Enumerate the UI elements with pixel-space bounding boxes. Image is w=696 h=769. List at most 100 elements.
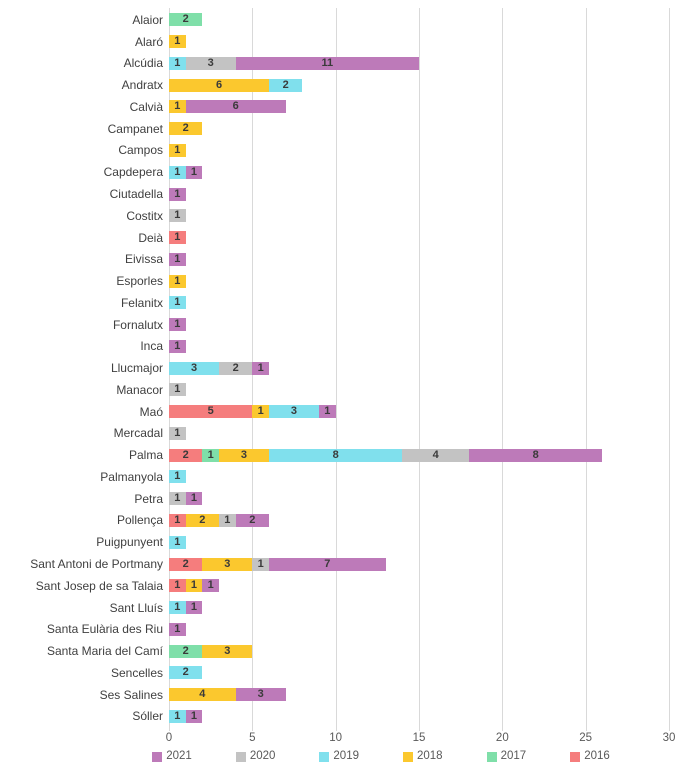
category-label: Calvià xyxy=(129,99,163,114)
segment-value-label: 2 xyxy=(232,361,239,374)
category-label: Palma xyxy=(128,448,163,463)
gridline xyxy=(585,8,587,731)
segment-value-label: 1 xyxy=(174,209,181,222)
gridline xyxy=(502,8,504,731)
bar-segment-2020: 1 xyxy=(169,209,186,223)
bar-segment-2019: 1 xyxy=(169,601,186,615)
segment-value-label: 2 xyxy=(182,122,189,135)
category-label: Maó xyxy=(139,404,163,419)
segment-value-label: 2 xyxy=(182,448,189,461)
bar-segment-2021: 1 xyxy=(185,165,203,179)
bar-segment-2018: 6 xyxy=(169,78,269,92)
bar-segment-2021: 1 xyxy=(169,252,186,266)
bar-segment-2018: 2 xyxy=(185,513,219,527)
bar-track: 1 xyxy=(169,231,696,245)
bar-segment-2021: 3 xyxy=(235,688,286,702)
segment-value-label: 3 xyxy=(207,56,214,69)
category-label: Sant Lluís xyxy=(109,600,163,615)
bar-row: Palma 2 1 3 8 4 8 xyxy=(0,444,696,466)
bar-row: Palmanyola 1 xyxy=(0,466,696,488)
x-axis: 0 5 10 15 20 25 30 xyxy=(0,732,696,747)
bar-row: Puigpunyent 1 xyxy=(0,531,696,553)
segment-value-label: 3 xyxy=(290,405,298,418)
segment-value-label: 5 xyxy=(207,405,214,418)
bar-row: Alcúdia 1 3 11 xyxy=(0,53,696,75)
bar-segment-2018: 3 xyxy=(218,448,269,462)
category-label: Costitx xyxy=(126,208,163,223)
legend-label: 2020 xyxy=(249,750,276,762)
legend-label: 2018 xyxy=(417,750,443,762)
bar-segment-2021: 1 xyxy=(202,579,219,593)
bar-track: 1 xyxy=(169,296,696,310)
legend-label: 2021 xyxy=(166,750,192,762)
category-label: Esporles xyxy=(116,274,163,289)
bar-track: 1 xyxy=(169,274,696,288)
segment-value-label: 3 xyxy=(224,644,231,657)
bar-row: Llucmajor 3 2 1 xyxy=(0,357,696,379)
bar-segment-2016: 1 xyxy=(169,513,186,527)
segment-value-label: 1 xyxy=(174,579,181,592)
bar-segment-2021: 1 xyxy=(169,318,186,332)
bar-track: 1 3 11 xyxy=(169,56,696,70)
segment-value-label: 1 xyxy=(190,579,198,592)
x-tick-label: 20 xyxy=(495,732,509,744)
bar-segment-2021: 1 xyxy=(185,709,203,723)
bar-segment-2016: 5 xyxy=(169,405,253,419)
category-label: Capdepera xyxy=(103,165,163,180)
bar-track: 2 xyxy=(169,13,696,27)
bar-row: Sencelles 2 xyxy=(0,662,696,684)
segment-value-label: 1 xyxy=(190,492,198,505)
bar-track: 1 xyxy=(169,35,696,49)
segment-value-label: 2 xyxy=(282,78,289,91)
bar-segment-2017: 2 xyxy=(169,13,203,27)
bar-segment-2021: 1 xyxy=(252,361,269,375)
bar-segment-2018: 3 xyxy=(202,557,253,571)
segment-value-label: 8 xyxy=(332,448,339,461)
category-label: Alaior xyxy=(132,12,163,27)
segment-value-label: 1 xyxy=(174,470,181,483)
bar-row: Ses Salines 4 3 xyxy=(0,684,696,706)
bar-track: 2 xyxy=(169,122,696,136)
bar-row: Alaró 1 xyxy=(0,31,696,53)
bar-segment-2020: 1 xyxy=(252,557,269,571)
bar-segment-2019: 2 xyxy=(269,78,303,92)
category-label: Eivissa xyxy=(124,252,163,267)
bar-row: Manacor 1 xyxy=(0,379,696,401)
segment-value-label: 1 xyxy=(174,426,181,439)
bar-segment-2019: 1 xyxy=(169,165,186,179)
bar-track: 1 2 1 2 xyxy=(169,513,696,527)
segment-value-label: 6 xyxy=(232,100,239,113)
category-label: Llucmajor xyxy=(110,361,163,376)
category-label: Puigpunyent xyxy=(96,535,163,550)
bar-segment-2019: 2 xyxy=(169,666,203,680)
x-tick-label: 15 xyxy=(412,732,426,744)
bar-row: Capdepera 1 1 xyxy=(0,161,696,183)
bar-track: 2 3 1 7 xyxy=(169,557,696,571)
segment-value-label: 1 xyxy=(257,361,264,374)
bar-segment-2021: 1 xyxy=(169,622,186,636)
segment-value-label: 2 xyxy=(249,513,256,526)
segment-value-label: 3 xyxy=(224,557,231,570)
x-tick-label: 10 xyxy=(329,732,343,744)
bar-track: 1 xyxy=(169,535,696,549)
bar-track: 1 xyxy=(169,622,696,636)
segment-value-label: 1 xyxy=(174,318,181,331)
bar-segment-2019: 1 xyxy=(169,56,186,70)
legend-item-2021: 2021 xyxy=(152,750,192,763)
bar-row: Pollença 1 2 1 2 xyxy=(0,510,696,532)
category-label: Sencelles xyxy=(110,665,163,680)
bar-row: Andratx 6 2 xyxy=(0,74,696,96)
bar-segment-2019: 3 xyxy=(268,405,319,419)
segment-value-label: 1 xyxy=(190,709,198,722)
legend-item-2018: 2018 xyxy=(403,750,443,763)
bar-row: Sóller 1 1 xyxy=(0,706,696,728)
bar-segment-2020: 1 xyxy=(169,492,186,506)
category-label: Campanet xyxy=(107,121,163,136)
bar-segment-2020: 1 xyxy=(169,426,186,440)
bar-row: Maó 5 1 3 1 xyxy=(0,401,696,423)
